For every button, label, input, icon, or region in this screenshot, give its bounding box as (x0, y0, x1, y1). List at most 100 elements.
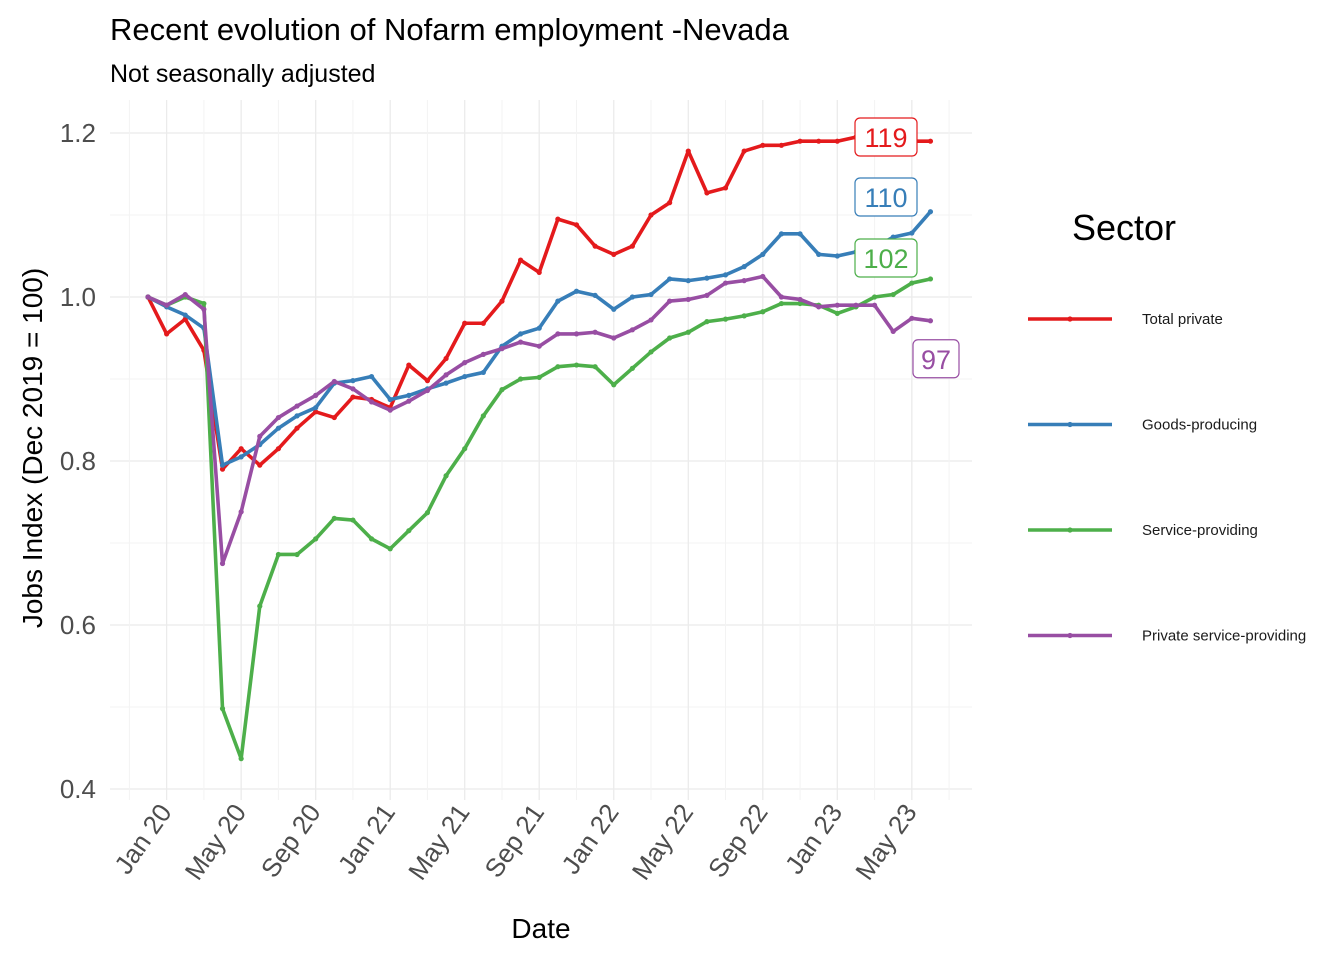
data-point (201, 300, 207, 307)
data-point (927, 276, 934, 282)
data-point (406, 392, 412, 398)
x-tick-label: May 22 (626, 798, 699, 885)
data-point (909, 315, 915, 321)
legend-item: Private service-providing (1028, 628, 1306, 645)
data-point (722, 272, 729, 278)
data-point (834, 253, 840, 259)
data-point (555, 331, 561, 337)
data-point (648, 349, 654, 355)
data-point (350, 378, 356, 384)
data-point (182, 312, 188, 318)
y-tick-label: 1.2 (60, 118, 96, 148)
data-point (871, 294, 878, 300)
data-point (853, 302, 859, 308)
data-point (350, 394, 356, 400)
data-point (219, 466, 226, 472)
data-point (368, 399, 375, 405)
data-point (685, 296, 691, 303)
data-point (368, 373, 375, 380)
data-point (760, 309, 766, 315)
data-point (573, 362, 580, 368)
x-axis-title: Date (511, 913, 570, 944)
data-point (480, 413, 486, 419)
data-point (741, 278, 747, 284)
data-point (518, 257, 524, 263)
data-point (629, 365, 635, 371)
data-point (797, 138, 803, 144)
data-point (499, 387, 505, 393)
data-point (629, 294, 635, 300)
data-point (462, 373, 468, 380)
data-point (685, 148, 691, 154)
legend-key-point (1067, 421, 1073, 428)
data-point (555, 298, 561, 304)
data-point (201, 306, 207, 312)
data-point (350, 386, 356, 392)
data-point (611, 251, 617, 257)
data-point (406, 398, 412, 404)
data-point (741, 148, 747, 154)
data-point (816, 138, 822, 144)
y-tick-label: 0.8 (60, 446, 96, 476)
data-point (816, 304, 822, 310)
chart-subtitle: Not seasonally adjusted (110, 60, 376, 88)
data-point (313, 409, 319, 415)
data-point (164, 331, 170, 337)
data-point (685, 278, 691, 284)
end-label: 102 (863, 244, 908, 274)
data-point (164, 302, 170, 308)
series-private-service-providing (145, 273, 934, 567)
data-point (387, 546, 393, 552)
x-tick-label: Sep 21 (478, 798, 550, 883)
data-point (816, 251, 822, 257)
x-tick-label: Sep 22 (702, 798, 774, 883)
data-point (257, 603, 263, 609)
y-tick-label: 0.4 (60, 774, 96, 804)
data-point (797, 296, 803, 303)
y-tick-label: 0.6 (60, 610, 96, 640)
data-point (592, 243, 598, 249)
data-point (443, 380, 449, 386)
legend-label: Service-providing (1142, 522, 1258, 539)
data-point (704, 319, 710, 325)
data-point (555, 216, 561, 222)
data-point (424, 378, 431, 384)
x-tick-label: May 23 (849, 798, 922, 885)
data-point (238, 454, 244, 460)
data-point (387, 396, 393, 403)
data-point (834, 302, 840, 308)
data-point (331, 378, 337, 385)
data-point (294, 551, 300, 558)
data-point (834, 310, 840, 316)
data-point (722, 280, 729, 286)
data-point (294, 425, 300, 431)
data-point (890, 328, 896, 335)
data-point (667, 335, 673, 341)
end-label: 119 (864, 123, 907, 153)
data-point (518, 331, 524, 337)
data-point (219, 706, 226, 712)
x-tick-label: May 21 (402, 798, 475, 885)
data-point (387, 407, 393, 413)
legend-title: Sector (1072, 207, 1176, 248)
data-point (927, 209, 934, 215)
data-point (518, 376, 524, 382)
data-point (778, 142, 785, 148)
data-point (275, 551, 282, 558)
y-tick-label: 1.0 (60, 282, 96, 312)
data-point (182, 291, 188, 298)
data-point (667, 298, 673, 304)
data-point (238, 509, 244, 515)
data-point (499, 298, 505, 304)
data-point (462, 446, 468, 452)
data-point (871, 302, 878, 308)
data-point (331, 515, 337, 522)
legend-label: Total private (1142, 311, 1223, 328)
data-point (685, 329, 691, 335)
data-point (927, 318, 934, 324)
end-label-box (854, 177, 918, 217)
data-point (778, 231, 785, 237)
data-point (704, 292, 710, 298)
data-point (722, 316, 729, 322)
data-point (443, 372, 449, 378)
